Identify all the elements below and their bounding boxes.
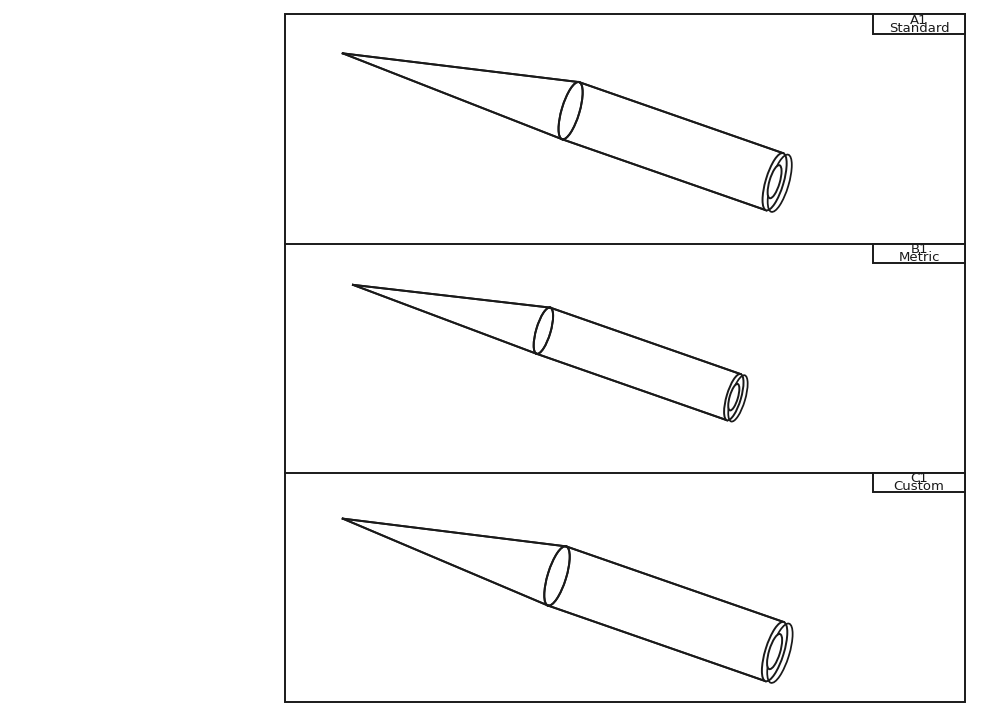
Ellipse shape — [763, 153, 787, 210]
Polygon shape — [548, 546, 784, 681]
Polygon shape — [537, 307, 741, 420]
Ellipse shape — [767, 634, 782, 669]
Polygon shape — [562, 82, 783, 210]
Ellipse shape — [768, 165, 782, 198]
Polygon shape — [343, 518, 566, 606]
Text: Metric: Metric — [898, 251, 940, 264]
Text: A1: A1 — [910, 14, 928, 27]
Polygon shape — [353, 285, 550, 354]
Ellipse shape — [724, 374, 744, 420]
Bar — [873, 473, 965, 492]
Bar — [285, 14, 965, 702]
Ellipse shape — [762, 622, 787, 681]
Bar — [873, 14, 965, 34]
Text: Custom: Custom — [894, 480, 945, 493]
Text: Standard: Standard — [889, 22, 949, 35]
Polygon shape — [343, 53, 579, 139]
Bar — [873, 243, 965, 263]
Ellipse shape — [728, 384, 739, 410]
Text: C1: C1 — [910, 472, 928, 485]
Text: B1: B1 — [910, 243, 928, 256]
